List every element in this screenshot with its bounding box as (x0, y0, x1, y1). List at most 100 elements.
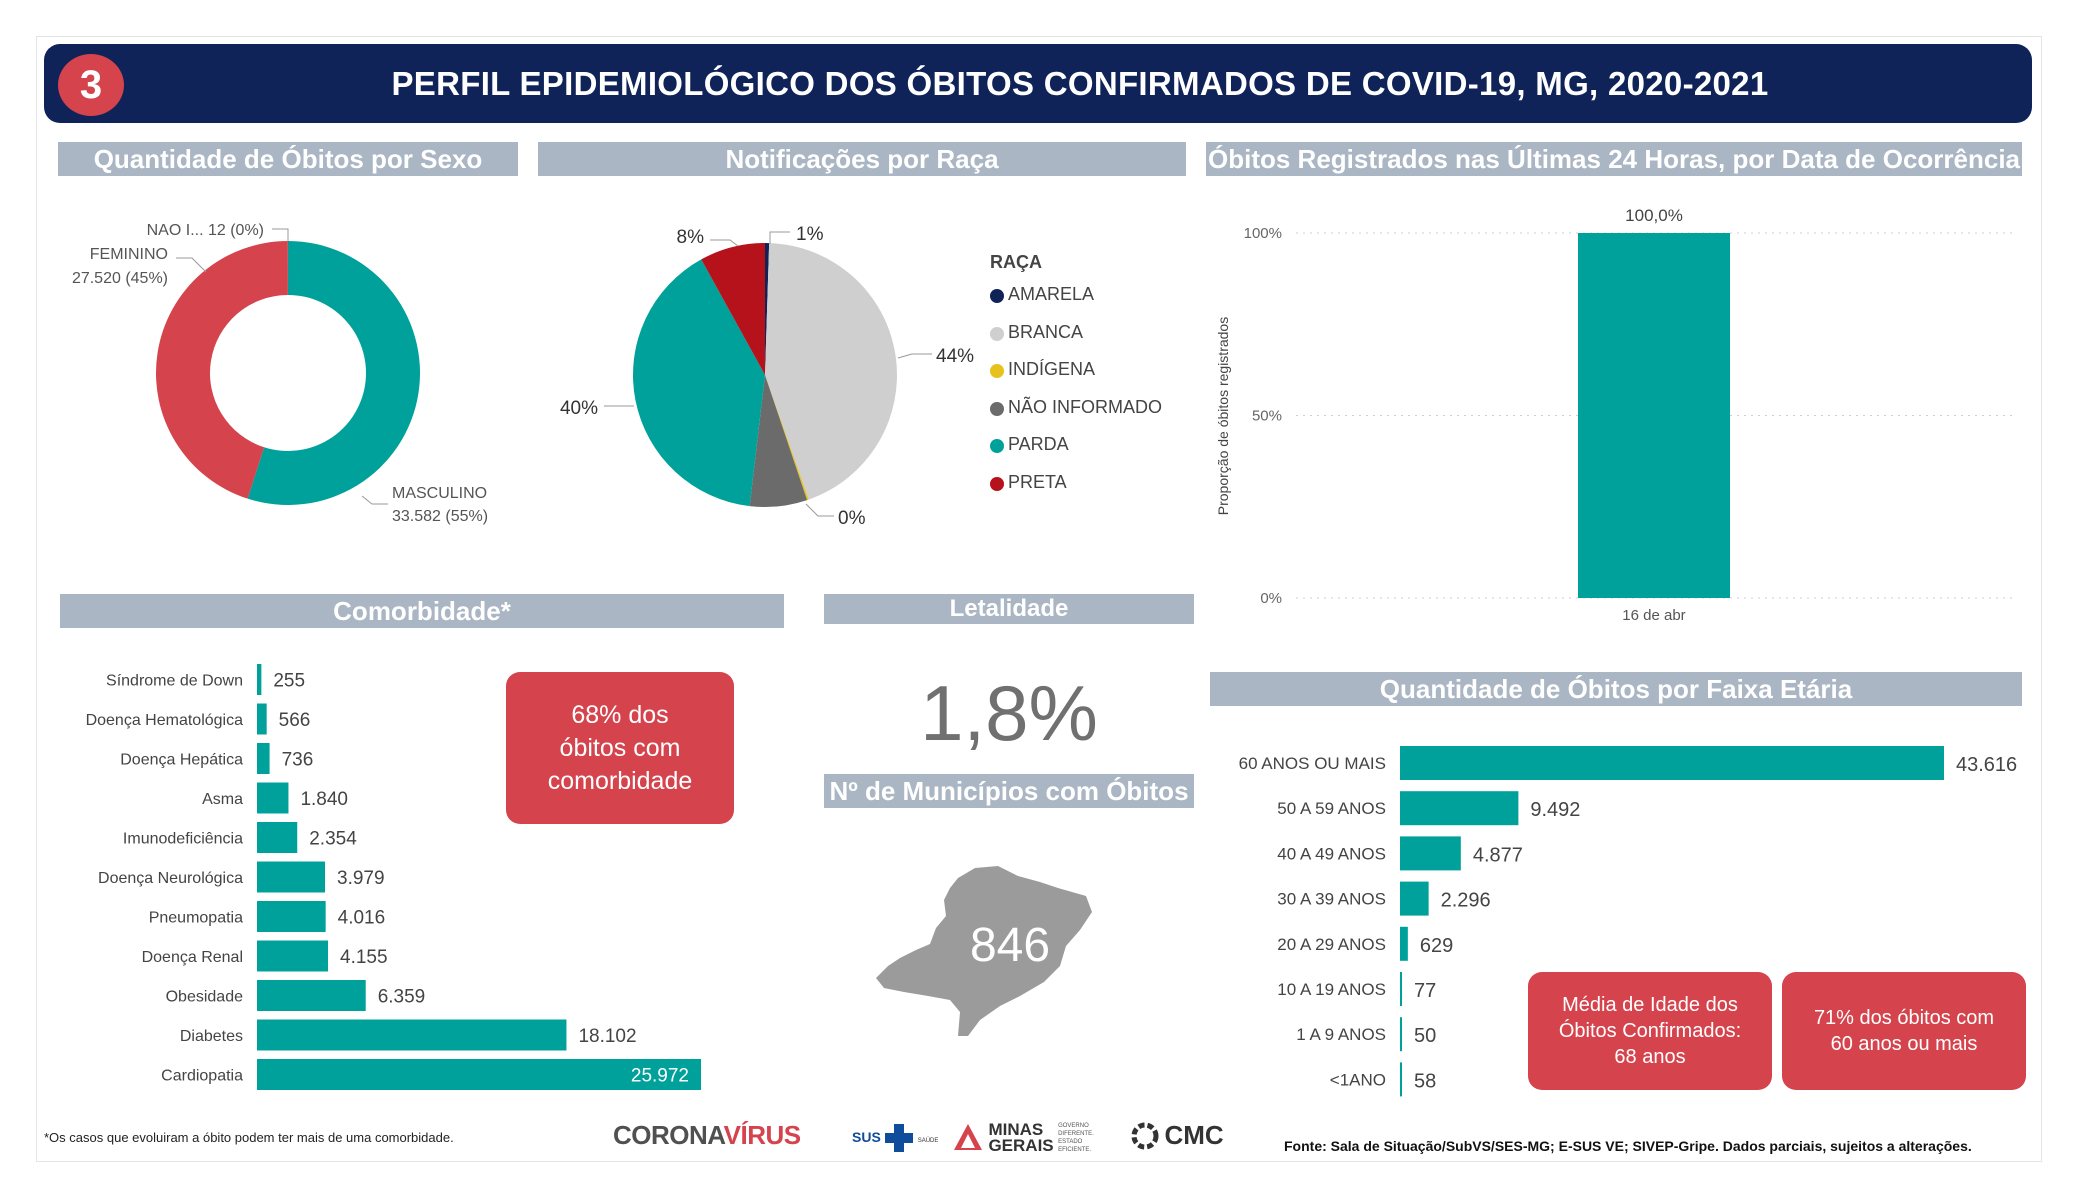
letalidade-value: 1,8% (920, 669, 1098, 757)
comorbidade-bar-8 (257, 980, 366, 1011)
sus-logo: SUS SAÚDE (852, 1124, 938, 1152)
faixa-datalabel-5: 77 (1414, 980, 1436, 1002)
faixa-bar-5 (1400, 972, 1402, 1006)
comorbidade-datalabel-5: 3.979 (337, 868, 385, 889)
comorbidade-category-6: Pneumopatia (149, 910, 243, 927)
raca-slice-2 (765, 375, 809, 501)
comorbidade-datalabel-6: 4.016 (338, 908, 386, 929)
comorbidade-datalabel-1: 566 (279, 710, 311, 731)
raca-leader-3 (805, 503, 834, 517)
raca-legend-label-2: INDÍGENA (1008, 359, 1096, 380)
header-sexo: Quantidade de Óbitos por Sexo (58, 142, 518, 176)
faixa-bar-0 (1400, 746, 1944, 780)
ultimas24-ytick-1: 50% (1252, 408, 1282, 425)
sexo-label-0: MASCULINO (392, 485, 487, 502)
sexo-leader-1 (176, 257, 207, 273)
raca-legend-swatch-4 (990, 439, 1004, 454)
comorbidade-kpi-line3: comorbidade (547, 766, 693, 795)
raca-pct-5: 8% (677, 227, 705, 248)
ultimas24-datalabel-0: 100,0% (1625, 206, 1683, 225)
comorbidade-bar-3 (257, 782, 289, 814)
faixa-category-3: 30 A 39 ANOS (1277, 890, 1386, 909)
comorbidade-bar-2 (257, 743, 270, 774)
gov-line1: GOVERNO (1058, 1123, 1089, 1129)
faixa-datalabel-3: 2.296 (1441, 890, 1491, 912)
comorbidade-bar-4 (257, 822, 298, 853)
faixa-category-4: 20 A 29 ANOS (1277, 935, 1386, 954)
faixa-bar-7 (1400, 1062, 1402, 1097)
raca-legend-label-3: NÃO INFORMADO (1008, 396, 1163, 417)
raca-pct-3: 0% (838, 508, 866, 529)
comorbidade-category-8: Obesidade (166, 989, 243, 1006)
sexo-slice-1 (156, 241, 288, 499)
gov-line4: EFICIENTE. (1058, 1147, 1092, 1153)
corona-logo-text-a: CORONA (613, 1120, 724, 1150)
source-note: Fonte: Sala de Situação/SubVS/SES-MG; E-… (1284, 1138, 1972, 1154)
comorbidade-kpi-box: 68% dos óbitos com comorbidade (506, 672, 734, 824)
comorbidade-category-9: Diabetes (180, 1028, 243, 1045)
raca-legend-label-1: BRANCA (1008, 321, 1084, 342)
corona-logo-text-b: VÍRUS (723, 1120, 801, 1150)
faixa-bar-3 (1400, 881, 1429, 916)
faixa-datalabel-2: 4.877 (1473, 844, 1523, 866)
gov-line3: ESTADO (1058, 1139, 1083, 1145)
comorbidade-datalabel-7: 4.155 (340, 947, 388, 968)
comorbidade-datalabel-10: 25.972 (631, 1066, 689, 1087)
comorbidade-category-2: Doença Hepática (120, 752, 243, 769)
raca-slice-4 (633, 259, 765, 507)
faixa-category-1: 50 A 59 ANOS (1277, 799, 1386, 818)
section-number-badge: 3 (58, 54, 124, 116)
footnote: *Os casos que evoluiram a óbito podem te… (44, 1130, 454, 1145)
faixa-category-2: 40 A 49 ANOS (1277, 844, 1386, 863)
comorbidade-category-1: Doença Hematológica (86, 712, 244, 729)
header-faixa: Quantidade de Óbitos por Faixa Etária (1210, 672, 2022, 706)
header-ultimas24: Óbitos Registrados nas Últimas 24 Horas,… (1206, 142, 2022, 176)
faixa-bar-1 (1400, 791, 1519, 826)
comorbidade-bar-7 (257, 940, 329, 972)
sexo-value-1: 27.520 (45%) (72, 270, 168, 287)
media-idade-line3: 68 anos (1614, 1046, 1686, 1068)
sus-logo-text: SUS (852, 1129, 881, 1146)
faixa-datalabel-1: 9.492 (1530, 799, 1580, 821)
sexo-leader-2 (272, 228, 289, 241)
faixa-bar-6 (1400, 1017, 1402, 1052)
raca-leader-0 (769, 231, 790, 244)
media-idade-line1: Média de Idade dos (1562, 994, 1738, 1016)
raca-legend-swatch-0 (990, 289, 1004, 303)
comorbidade-category-0: Síndrome de Down (106, 673, 243, 690)
comorbidade-category-7: Doença Renal (142, 949, 243, 966)
comorbidade-kpi-line1: 68% dos (571, 700, 669, 729)
comorbidade-datalabel-0: 255 (273, 671, 305, 692)
comorbidade-category-10: Cardiopatia (161, 1068, 243, 1085)
raca-legend-label-0: AMARELA (1008, 284, 1095, 304)
raca-pct-4: 40% (560, 398, 598, 419)
faixa-datalabel-4: 629 (1420, 935, 1453, 957)
ultimas24-bar-0 (1578, 233, 1730, 598)
header-letalidade: Letalidade (824, 594, 1194, 624)
minas-logo-line2: GERAIS (988, 1136, 1054, 1155)
pct60-line2: 60 anos ou mais (1830, 1033, 1978, 1055)
ultimas24-ytick-2: 100% (1244, 225, 1282, 242)
raca-legend-label-5: PRETA (1008, 472, 1067, 492)
comorbidade-bar-1 (257, 703, 267, 735)
municipios-value: 846 (969, 919, 1051, 972)
title-banner (44, 44, 2032, 123)
sexo-leader-0 (361, 495, 388, 505)
media-idade-line2: Óbitos Confirmados: (1558, 1020, 1742, 1042)
comorbidade-datalabel-2: 736 (282, 750, 314, 771)
sexo-label-1: FEMININO (90, 246, 168, 263)
faixa-datalabel-6: 50 (1414, 1025, 1436, 1047)
raca-pct-0: 1% (796, 224, 824, 245)
raca-legend-label-4: PARDA (1008, 434, 1069, 455)
page-frame (36, 36, 2042, 1162)
raca-slice-3 (749, 375, 808, 508)
comorbidade-category-4: Imunodeficiência (123, 831, 243, 848)
minas-logo-line1: MINAS (988, 1120, 1044, 1139)
sexo-slice-0 (247, 241, 421, 505)
raca-leader-1 (897, 353, 932, 359)
comorbidade-datalabel-8: 6.359 (378, 987, 426, 1008)
raca-leader-5 (710, 239, 739, 247)
comorbidade-bar-10 (257, 1059, 701, 1090)
corona-virus-logo: CORONAVÍRUS (613, 1120, 801, 1151)
